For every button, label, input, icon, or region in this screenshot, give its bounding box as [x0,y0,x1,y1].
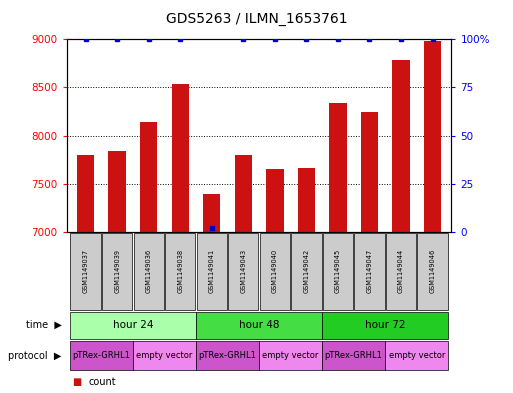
Bar [165,233,195,310]
Text: protocol  ▶: protocol ▶ [8,351,62,361]
Bar [228,233,259,310]
Bar [133,233,164,310]
Text: GSM1149039: GSM1149039 [114,249,120,293]
Bar [329,103,347,232]
Bar [108,151,126,232]
Text: GSM1149047: GSM1149047 [366,249,372,293]
Text: empty vector: empty vector [388,351,445,360]
Bar [385,341,448,370]
Text: pTRex-GRHL1: pTRex-GRHL1 [72,351,130,360]
Bar [203,194,221,232]
Text: pTRex-GRHL1: pTRex-GRHL1 [325,351,383,360]
Text: GSM1149040: GSM1149040 [272,249,278,293]
Bar [386,233,416,310]
Bar [392,61,410,232]
Bar [196,341,259,370]
Bar [196,312,322,339]
Bar [322,341,385,370]
Text: GSM1149036: GSM1149036 [146,249,152,293]
Text: empty vector: empty vector [136,351,193,360]
Text: empty vector: empty vector [263,351,319,360]
Bar [70,312,196,339]
Text: GSM1149046: GSM1149046 [429,249,436,293]
Text: ■: ■ [72,377,81,387]
Bar [291,233,322,310]
Text: hour 24: hour 24 [113,320,153,330]
Bar [424,41,441,232]
Text: GSM1149044: GSM1149044 [398,249,404,293]
Bar [354,233,385,310]
Text: count: count [88,377,116,387]
Bar [418,233,448,310]
Bar [260,233,290,310]
Bar [298,168,315,232]
Bar [323,233,353,310]
Text: GSM1149042: GSM1149042 [303,249,309,293]
Bar [171,84,189,232]
Text: GDS5263 / ILMN_1653761: GDS5263 / ILMN_1653761 [166,12,347,26]
Text: GSM1149045: GSM1149045 [335,249,341,293]
Text: GSM1149038: GSM1149038 [177,249,183,293]
Text: hour 48: hour 48 [239,320,279,330]
Bar [266,169,284,232]
Bar [322,312,448,339]
Text: GSM1149043: GSM1149043 [240,249,246,293]
Text: GSM1149041: GSM1149041 [209,249,215,293]
Text: hour 72: hour 72 [365,320,405,330]
Bar [196,233,227,310]
Bar [140,122,157,232]
Text: GSM1149037: GSM1149037 [83,249,89,293]
Bar [259,341,322,370]
Bar [77,155,94,232]
Text: time  ▶: time ▶ [26,320,62,330]
Bar [70,233,101,310]
Bar [361,112,378,232]
Bar [102,233,132,310]
Bar [133,341,196,370]
Bar [70,341,133,370]
Text: pTRex-GRHL1: pTRex-GRHL1 [199,351,256,360]
Bar [234,155,252,232]
